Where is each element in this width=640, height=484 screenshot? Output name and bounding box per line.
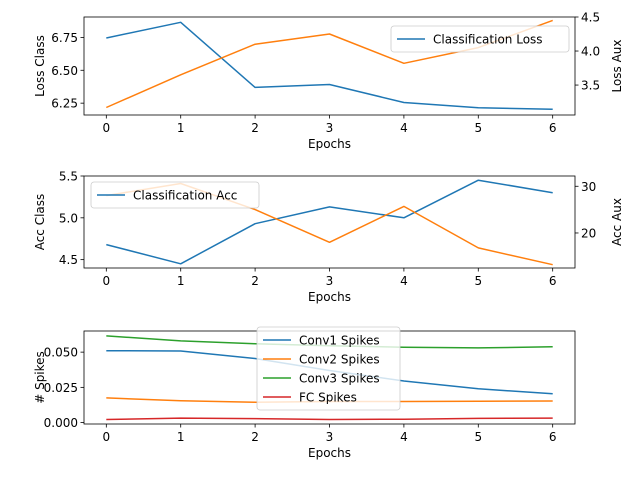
y2-axis-label: Acc Aux	[610, 198, 624, 246]
y-tick-label: 5.5	[59, 170, 78, 184]
x-tick-label: 2	[251, 121, 259, 135]
y-tick-label: 0.050	[44, 346, 78, 360]
y-tick-label: 0.025	[44, 381, 78, 395]
panel-3: 0 1 2 3 4 5 6 0.000 0.025 0.050 Epochs # Spikes Conv…	[33, 326, 576, 460]
y-tick-label: 5.0	[59, 211, 78, 225]
legend-label: FC Spikes	[299, 391, 357, 405]
legend-label: Conv3 Spikes	[299, 372, 380, 386]
y2-tick-label: 30	[581, 180, 596, 194]
x-tick-label: 5	[474, 430, 482, 444]
y-tick-label: 0.000	[44, 416, 78, 430]
x-tick-label: 5	[474, 274, 482, 288]
x-tick-label: 4	[400, 274, 408, 288]
x-tick-label: 3	[326, 430, 334, 444]
x-tick-label: 4	[400, 121, 408, 135]
y2-tick-label: 20	[581, 226, 596, 240]
y-axis-label: Acc Class	[33, 194, 47, 251]
legend-box	[90, 181, 260, 209]
x-tick-label: 0	[102, 274, 110, 288]
panel-2: 0 1 2 3 4 5 6 4.5 5.0 5.5 20 30 Epochs Acc Class Acc A…	[33, 170, 624, 305]
series-line-classification-loss	[106, 21, 553, 111]
y2-tick-label: 4.0	[581, 45, 600, 59]
x-tick-label: 5	[474, 121, 482, 135]
y2-tick-label: 3.5	[581, 79, 600, 93]
x-tick-label: 6	[549, 121, 557, 135]
x-tick-label: 1	[177, 430, 185, 444]
x-tick-label: 0	[102, 430, 110, 444]
y2-tick-label: 4.5	[581, 11, 600, 25]
series-line-fc-spikes	[106, 417, 553, 421]
legend-label: Classification Loss	[433, 33, 543, 47]
y-tick-label: 6.75	[51, 31, 78, 45]
y-tick-label: 6.25	[51, 97, 78, 111]
legend-label: Classification Acc	[133, 189, 237, 203]
legend-box	[256, 326, 401, 411]
x-tick-label: 2	[251, 274, 259, 288]
series-line-classification-acc	[106, 179, 553, 265]
x-tick-label: 2	[251, 430, 259, 444]
legend-box	[390, 25, 570, 53]
legend-label: Conv1 Spikes	[299, 334, 380, 348]
y-tick-label: 4.5	[59, 253, 78, 267]
y-tick-label: 6.50	[51, 64, 78, 78]
x-tick-label: 1	[177, 274, 185, 288]
y-axis-label: Loss Class	[33, 35, 47, 97]
legend-label: Conv2 Spikes	[299, 353, 380, 367]
x-tick-label: 6	[549, 274, 557, 288]
x-axis-label: Epochs	[308, 446, 351, 460]
legend: Classification Acc	[90, 181, 260, 209]
x-tick-label: 3	[326, 274, 334, 288]
x-tick-label: 6	[549, 430, 557, 444]
x-tick-label: 1	[177, 121, 185, 135]
panel-1: 0 1 2 3 4 5 6 6.25 6.50 6.75 3.5 4.0 4.5 Epochs Loss C…	[33, 11, 624, 152]
legend: Classification Loss	[390, 25, 570, 53]
x-tick-label: 0	[102, 121, 110, 135]
y2-axis-label: Loss Aux	[610, 39, 624, 92]
x-tick-label: 4	[400, 430, 408, 444]
y-axis-label: # Spikes	[33, 351, 47, 404]
x-axis-label: Epochs	[308, 290, 351, 304]
x-axis-label: Epochs	[308, 137, 351, 151]
x-tick-label: 3	[326, 121, 334, 135]
legend: Conv1 Spikes Conv2 Spikes Conv3 Spikes FC S…	[256, 326, 401, 411]
